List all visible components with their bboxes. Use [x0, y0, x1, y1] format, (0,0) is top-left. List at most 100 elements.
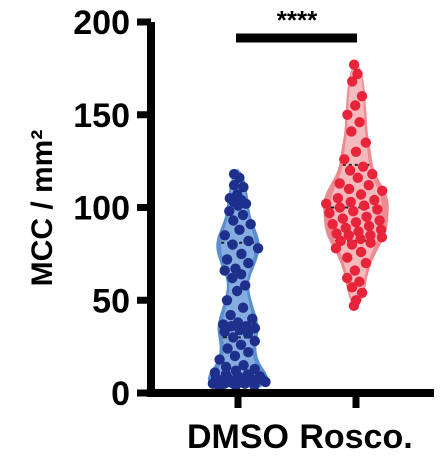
data-point: [237, 302, 249, 313]
data-point: [236, 248, 247, 260]
data-point: [219, 230, 230, 241]
data-point: [232, 200, 244, 211]
data-point: [324, 207, 335, 219]
data-point: [245, 219, 256, 230]
data-point: [247, 313, 258, 324]
data-point: [372, 204, 383, 215]
data-point: [334, 178, 345, 189]
data-point: [356, 287, 368, 298]
data-point: [360, 257, 372, 269]
data-point: [238, 360, 249, 371]
data-point: [225, 309, 236, 321]
data-point: [365, 237, 376, 248]
data-point: [339, 154, 350, 165]
data-point: [343, 183, 355, 195]
data-point: [243, 347, 254, 358]
data-point: [337, 213, 348, 224]
data-point: [228, 215, 239, 226]
data-point: [237, 209, 249, 221]
data-point: [227, 272, 238, 284]
data-point: [347, 76, 358, 87]
data-point: [350, 146, 362, 157]
data-point: [363, 220, 375, 232]
data-point: [361, 211, 372, 222]
data-point: [321, 198, 332, 209]
data-point: [236, 269, 247, 280]
y-tick-label: 150: [73, 97, 130, 135]
data-point: [357, 161, 369, 172]
data-point: [352, 68, 363, 80]
data-point: [234, 172, 245, 183]
data-point: [369, 194, 380, 206]
data-point: [358, 200, 370, 211]
data-point: [234, 224, 245, 235]
data-point: [230, 380, 242, 391]
data-point: [350, 100, 361, 111]
data-point: [224, 206, 235, 217]
plot-area: [207, 59, 389, 393]
data-point: [355, 233, 366, 245]
data-point: [260, 376, 271, 388]
x-tick-label: DMSO: [187, 418, 289, 456]
data-point: [235, 339, 247, 350]
data-point: [243, 235, 254, 247]
data-point: [249, 335, 260, 347]
data-point: [342, 272, 353, 284]
data-point: [335, 235, 346, 247]
data-point: [219, 326, 230, 337]
data-point: [346, 126, 357, 137]
x-tick-label: Rosco.: [299, 418, 412, 456]
data-point: [350, 217, 362, 228]
data-point: [252, 243, 264, 254]
data-point: [342, 252, 353, 263]
significance-label: ****: [277, 5, 318, 35]
data-point: [342, 109, 353, 121]
data-point: [238, 181, 249, 193]
data-point: [352, 172, 363, 183]
data-point: [228, 332, 239, 343]
data-point: [374, 215, 385, 226]
data-point: [214, 354, 225, 365]
data-point: [354, 117, 365, 128]
data-point: [243, 257, 254, 269]
y-tick-label: 50: [92, 282, 130, 320]
data-point: [240, 198, 252, 209]
data-point: [221, 254, 233, 265]
data-point: [222, 343, 233, 354]
data-point: [240, 280, 251, 291]
x-axis-ticks: DMSO Rosco.: [187, 393, 413, 456]
data-point: [219, 265, 230, 276]
data-point: [249, 380, 260, 391]
data-point: [346, 282, 358, 293]
data-point: [367, 168, 378, 180]
data-point: [234, 324, 245, 336]
data-point: [334, 202, 346, 213]
data-point: [348, 300, 360, 311]
data-point: [249, 363, 260, 375]
data-point: [345, 196, 356, 208]
y-tick-label: 0: [111, 375, 130, 413]
data-point: [354, 276, 365, 287]
y-tick-label: 200: [73, 4, 130, 42]
violin-group-1: [321, 59, 389, 311]
data-point: [356, 91, 368, 102]
data-point: [220, 361, 232, 373]
data-point: [227, 239, 238, 250]
data-point: [330, 243, 342, 254]
data-point: [360, 137, 371, 148]
y-tick-label: 100: [73, 190, 130, 228]
data-point: [355, 246, 367, 258]
data-point: [327, 219, 338, 230]
y-axis-ticks: 0 50 100 150 200: [73, 4, 151, 413]
data-point: [348, 59, 360, 70]
data-point: [349, 265, 361, 276]
data-point: [332, 193, 344, 204]
data-point: [344, 165, 356, 176]
data-point: [229, 350, 241, 362]
data-point: [343, 230, 354, 241]
data-point: [221, 295, 233, 306]
data-point: [348, 206, 359, 217]
data-point: [231, 285, 243, 297]
data-point: [355, 189, 367, 200]
